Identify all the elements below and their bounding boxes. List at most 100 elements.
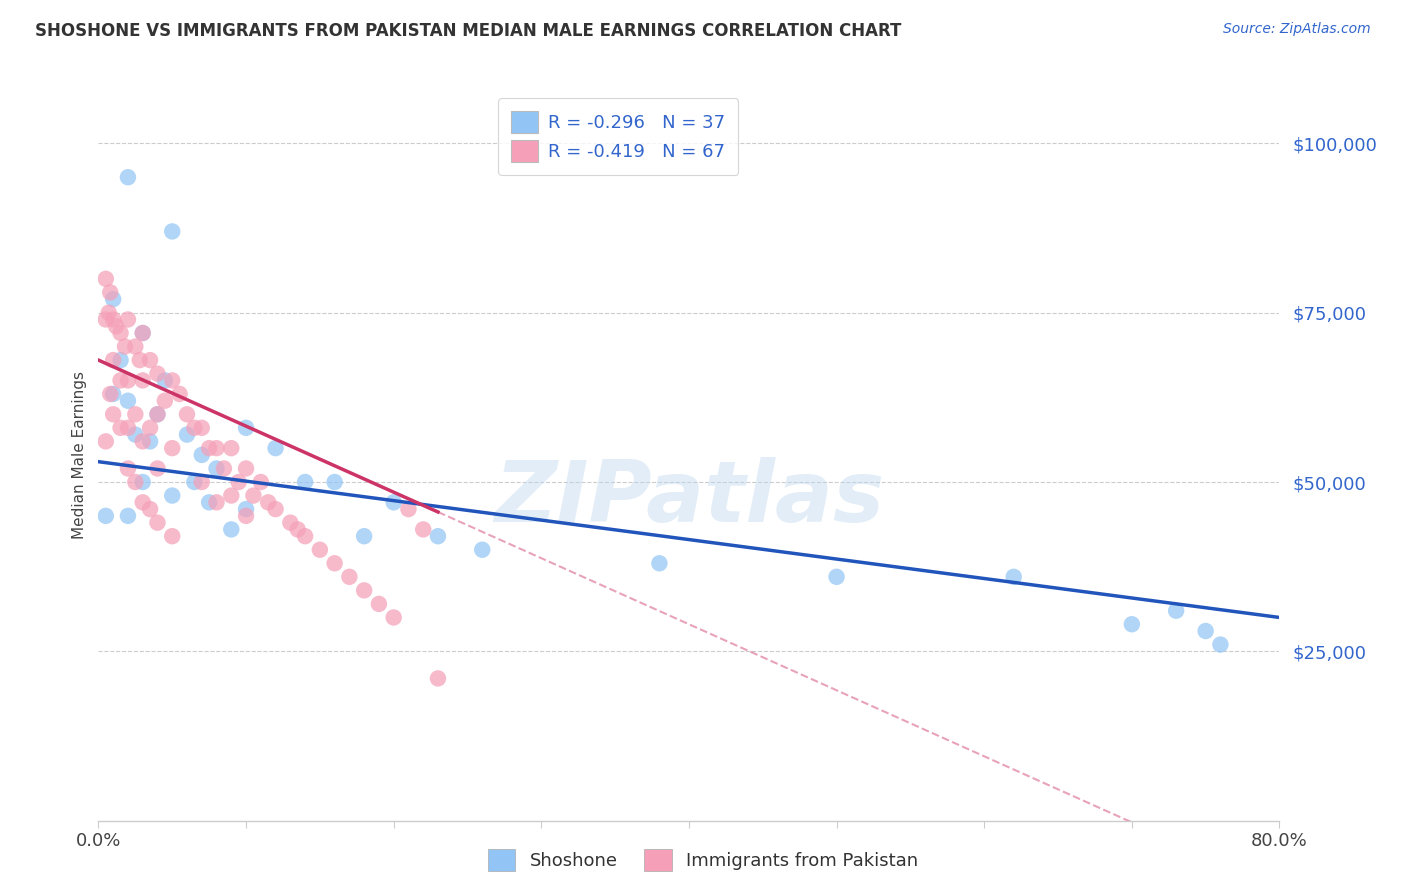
Point xyxy=(103,292,125,306)
Point xyxy=(162,441,183,455)
Point xyxy=(98,285,121,300)
Point xyxy=(98,387,121,401)
Point xyxy=(1195,624,1218,638)
Point xyxy=(221,523,243,537)
Point xyxy=(353,583,375,598)
Point xyxy=(191,448,214,462)
Point xyxy=(146,461,169,475)
Point xyxy=(264,502,287,516)
Point xyxy=(94,272,117,286)
Point xyxy=(117,393,139,408)
Point xyxy=(124,427,146,442)
Point xyxy=(153,373,176,387)
Point xyxy=(139,421,162,435)
Point xyxy=(139,434,162,449)
Text: ZIPatlas: ZIPatlas xyxy=(494,458,884,541)
Point xyxy=(353,529,375,543)
Point xyxy=(198,441,221,455)
Point xyxy=(176,427,198,442)
Point xyxy=(132,475,155,489)
Point xyxy=(242,489,264,503)
Point xyxy=(339,570,361,584)
Point xyxy=(110,373,132,387)
Point xyxy=(228,475,250,489)
Y-axis label: Median Male Earnings: Median Male Earnings xyxy=(72,371,87,539)
Point xyxy=(103,407,125,421)
Point xyxy=(94,312,117,326)
Point xyxy=(382,610,405,624)
Point xyxy=(294,475,316,489)
Point xyxy=(146,367,169,381)
Point xyxy=(1166,604,1188,618)
Point xyxy=(250,475,273,489)
Point xyxy=(162,373,183,387)
Point xyxy=(257,495,280,509)
Point xyxy=(132,373,155,387)
Point xyxy=(117,312,139,326)
Point xyxy=(94,508,117,523)
Point xyxy=(825,570,848,584)
Point xyxy=(162,224,183,238)
Point xyxy=(117,461,139,475)
Point xyxy=(162,529,183,543)
Point xyxy=(114,340,136,354)
Point xyxy=(280,516,302,530)
Point xyxy=(183,475,205,489)
Point xyxy=(287,523,309,537)
Point xyxy=(139,502,162,516)
Point xyxy=(97,306,120,320)
Point xyxy=(323,556,346,570)
Point xyxy=(124,475,146,489)
Point xyxy=(103,387,125,401)
Point xyxy=(398,502,420,516)
Point xyxy=(221,441,243,455)
Point xyxy=(132,326,155,340)
Point xyxy=(132,495,155,509)
Point xyxy=(110,326,132,340)
Point xyxy=(427,672,450,686)
Point xyxy=(323,475,346,489)
Legend: Shoshone, Immigrants from Pakistan: Shoshone, Immigrants from Pakistan xyxy=(481,842,925,879)
Point xyxy=(205,441,228,455)
Point xyxy=(235,421,257,435)
Point xyxy=(1209,638,1232,652)
Text: SHOSHONE VS IMMIGRANTS FROM PAKISTAN MEDIAN MALE EARNINGS CORRELATION CHART: SHOSHONE VS IMMIGRANTS FROM PAKISTAN MED… xyxy=(35,22,901,40)
Point xyxy=(471,542,494,557)
Point xyxy=(110,353,132,368)
Point xyxy=(117,421,139,435)
Point xyxy=(105,319,128,334)
Point xyxy=(110,421,132,435)
Point xyxy=(1121,617,1143,632)
Point xyxy=(169,387,191,401)
Point xyxy=(309,542,332,557)
Point xyxy=(153,393,176,408)
Point xyxy=(103,353,125,368)
Point xyxy=(235,508,257,523)
Point xyxy=(124,340,146,354)
Point xyxy=(212,461,235,475)
Point xyxy=(1002,570,1025,584)
Point xyxy=(198,495,221,509)
Point xyxy=(294,529,316,543)
Point xyxy=(132,434,155,449)
Point xyxy=(427,529,450,543)
Point xyxy=(368,597,391,611)
Point xyxy=(176,407,198,421)
Point xyxy=(412,523,434,537)
Point xyxy=(205,461,228,475)
Point xyxy=(235,502,257,516)
Point xyxy=(191,475,214,489)
Point xyxy=(94,434,117,449)
Point xyxy=(264,441,287,455)
Point xyxy=(648,556,671,570)
Point xyxy=(162,489,183,503)
Point xyxy=(103,312,125,326)
Point xyxy=(382,495,405,509)
Point xyxy=(146,516,169,530)
Point xyxy=(128,353,150,368)
Legend: R = -0.296   N = 37, R = -0.419   N = 67: R = -0.296 N = 37, R = -0.419 N = 67 xyxy=(498,98,738,175)
Point xyxy=(139,353,162,368)
Point xyxy=(183,421,205,435)
Point xyxy=(235,461,257,475)
Point xyxy=(146,407,169,421)
